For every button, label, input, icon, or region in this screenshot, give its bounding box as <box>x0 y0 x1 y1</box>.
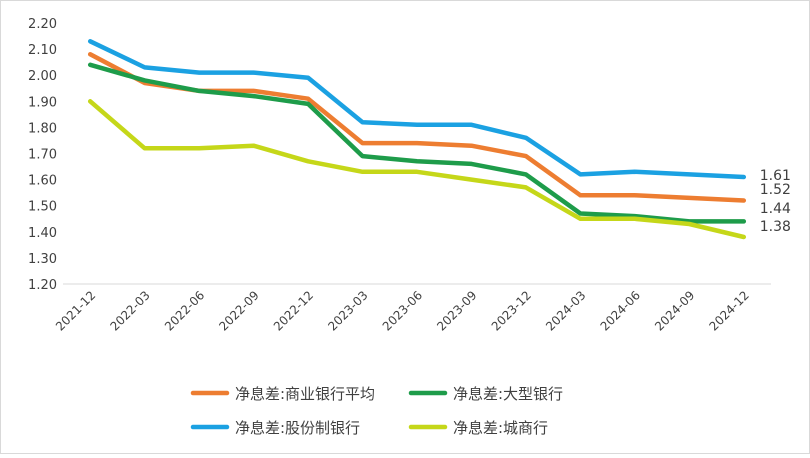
legend-label-3: 净息差:城商行 <box>453 419 548 437</box>
y-tick-label: 2.10 <box>28 43 57 58</box>
legend-label-0: 净息差:商业银行平均 <box>235 385 375 403</box>
y-axis-ticks: 2.20 2.10 2.00 1.90 1.80 1.70 1.60 1.50 1.40 1.30… <box>28 17 57 293</box>
end-labels: 1.611.52 1.44 1.38 <box>760 168 791 235</box>
series-line-0 <box>87 52 747 203</box>
y-tick-label: 1.20 <box>28 278 57 293</box>
x-tick-label: 2022-03 <box>107 288 152 333</box>
x-tick-label: 2023-03 <box>325 288 370 333</box>
x-axis-ticks: 2021-12 2022-03 2022-06 2022-09 2022-12 2023-… <box>53 288 752 333</box>
x-tick-label: 2024-12 <box>707 288 752 333</box>
x-tick-label: 2023-09 <box>434 288 479 333</box>
y-tick-label: 1.70 <box>28 148 57 163</box>
x-tick-label: 2023-12 <box>489 288 534 333</box>
series-line-3 <box>87 99 747 240</box>
end-label-0: 1.52 <box>760 182 791 198</box>
y-tick-label: 1.80 <box>28 121 57 136</box>
y-tick-label: 1.40 <box>28 226 57 241</box>
series-line-1 <box>87 62 747 224</box>
series-lines <box>87 39 747 240</box>
end-label-2: 1.61 <box>760 168 791 184</box>
y-tick-label: 1.60 <box>28 174 57 189</box>
series-line-2 <box>87 39 747 180</box>
x-tick-label: 2024-09 <box>652 288 697 333</box>
x-tick-label: 2022-09 <box>216 288 261 333</box>
x-tick-label: 2024-06 <box>598 288 643 333</box>
x-tick-label: 2023-06 <box>380 288 425 333</box>
legend-label-2: 净息差:股份制银行 <box>235 419 360 437</box>
x-tick-label: 2022-12 <box>271 288 316 333</box>
y-tick-label: 2.20 <box>28 17 57 32</box>
y-tick-label: 1.90 <box>28 95 57 110</box>
x-tick-label: 2024-03 <box>543 288 588 333</box>
end-label-3: 1.38 <box>760 219 791 235</box>
end-label-1: 1.44 <box>760 201 791 217</box>
y-tick-label: 1.30 <box>28 252 57 267</box>
y-tick-label: 2.00 <box>28 69 57 84</box>
y-tick-label: 1.50 <box>28 200 57 215</box>
x-tick-label: 2021-12 <box>53 288 98 333</box>
legend-label-1: 净息差:大型银行 <box>453 385 563 403</box>
x-tick-label: 2022-06 <box>162 288 207 333</box>
